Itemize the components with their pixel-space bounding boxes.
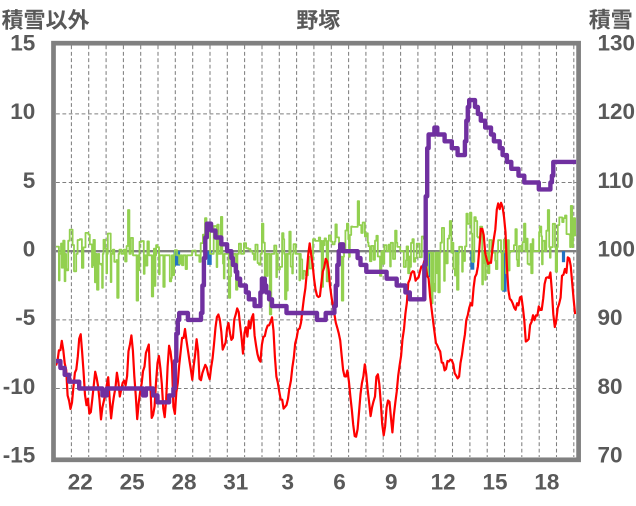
svg-text:100: 100 (598, 237, 636, 262)
svg-text:15: 15 (10, 31, 35, 56)
svg-text:18: 18 (534, 469, 559, 494)
svg-text:110: 110 (598, 168, 634, 193)
svg-text:90: 90 (598, 305, 623, 330)
svg-text:6: 6 (333, 469, 346, 494)
svg-text:15: 15 (482, 469, 507, 494)
svg-text:80: 80 (598, 374, 623, 399)
svg-text:10: 10 (10, 99, 35, 124)
svg-text:5: 5 (23, 168, 36, 193)
svg-text:120: 120 (598, 99, 636, 124)
svg-text:-10: -10 (3, 374, 36, 399)
svg-text:9: 9 (385, 469, 398, 494)
svg-text:28: 28 (171, 469, 196, 494)
svg-text:31: 31 (223, 469, 248, 494)
svg-text:70: 70 (598, 443, 623, 468)
svg-text:22: 22 (68, 469, 93, 494)
svg-text:130: 130 (598, 31, 636, 56)
svg-text:3: 3 (281, 469, 294, 494)
svg-text:12: 12 (431, 469, 456, 494)
svg-text:-5: -5 (15, 305, 35, 330)
svg-text:25: 25 (120, 469, 145, 494)
svg-text:-15: -15 (3, 443, 36, 468)
svg-text:0: 0 (23, 237, 36, 262)
